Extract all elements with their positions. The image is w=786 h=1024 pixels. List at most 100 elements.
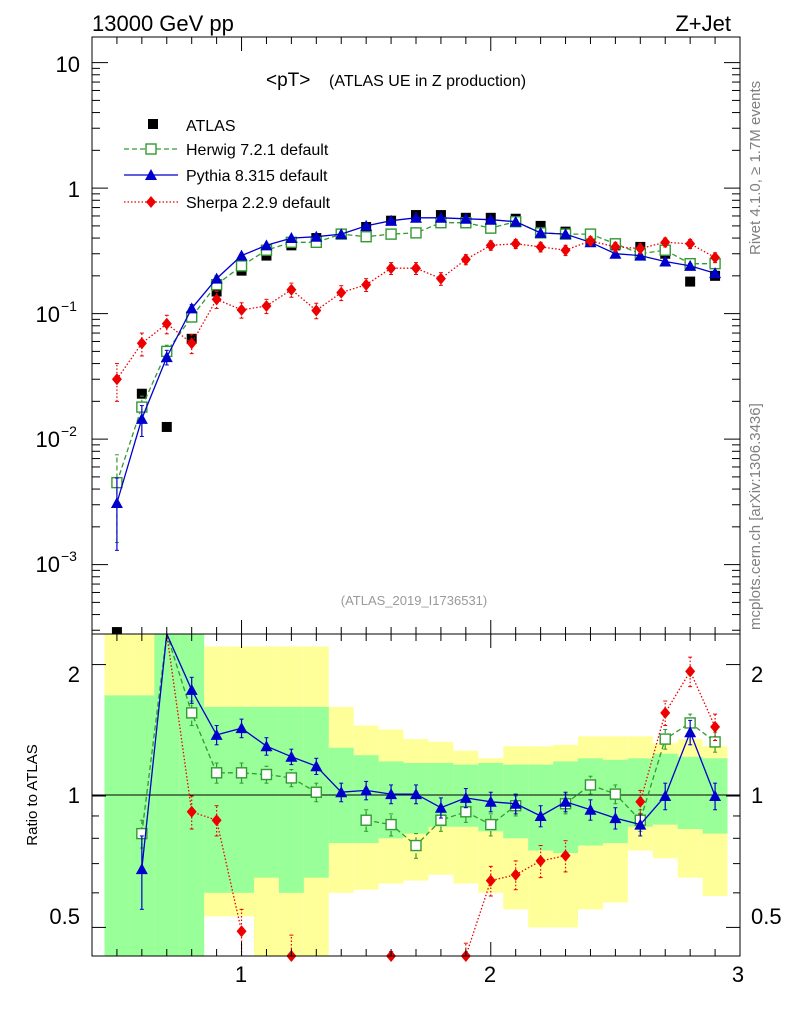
data-point-pythia (434, 801, 447, 813)
data-point-herwig (235, 767, 248, 779)
data-point-sherpa (336, 286, 347, 299)
data-point-sherpa (560, 849, 571, 862)
y-tick-label-0.1: 10 −1 (36, 298, 78, 327)
data-point-sherpa (660, 706, 671, 719)
data-point-pythia (509, 797, 522, 809)
y-tick-label-0.01-exp: −2 (61, 423, 77, 439)
data-point-pythia (310, 760, 323, 772)
data-point-pythia (659, 255, 672, 267)
data-point-sherpa (685, 237, 696, 250)
ratio-y-tick-label-right-0.5: 0.5 (751, 904, 782, 929)
ratio-y-tick-label-1: 1 (68, 783, 80, 808)
data-point-pythia (659, 789, 672, 801)
data-point-sherpa (710, 720, 721, 733)
data-point-herwig (310, 786, 323, 798)
legend-marker-pythia (145, 169, 157, 180)
source-label: mcplots.cern.ch [arXiv:1306.3436] (747, 403, 764, 630)
data-point-sherpa (186, 805, 197, 818)
legend-entry-sherpa: Sherpa 2.2.9 default (124, 195, 331, 212)
legend-entry-pythia: Pythia 8.315 default (124, 168, 328, 185)
data-point-herwig (709, 736, 721, 748)
ratio-y-axis-title: Ratio to ATLAS (24, 744, 41, 845)
data-point-atlas (111, 627, 122, 638)
legend-marker-sherpa (146, 196, 156, 208)
data-point-sherpa (236, 925, 247, 938)
series-sherpa (111, 234, 721, 402)
rivet-version-label: Rivet 4.1.0, ≥ 1.7M events (747, 81, 764, 255)
data-point-pythia (185, 302, 198, 314)
data-point-pythia (709, 789, 722, 801)
legend-label-sherpa: Sherpa 2.2.9 default (186, 195, 331, 212)
chart-title-sub: (ATLAS UE in Z production) (329, 73, 526, 90)
data-point-pythia (484, 795, 497, 807)
y-tick-label-0.001: 10 −3 (36, 548, 78, 577)
ratio-axis-ticks (92, 634, 741, 956)
data-point-sherpa (610, 240, 621, 253)
legend-entry-atlas: ATLAS (148, 118, 236, 135)
data-point-pythia (210, 728, 223, 740)
data-point-pythia (534, 809, 547, 821)
ratio-panel: 2 1 0.5 2 1 0.5 1 2 3 Ratio to ATLAS (24, 631, 782, 987)
band-inner-segment (278, 706, 304, 893)
data-point-atlas (136, 388, 147, 399)
data-point-sherpa (435, 272, 446, 285)
data-point-pythia (260, 740, 273, 752)
data-point-pythia (684, 726, 697, 738)
data-point-pythia (709, 267, 722, 279)
data-point-herwig (410, 839, 422, 852)
band-inner-segment (254, 706, 279, 878)
data-point-sherpa (311, 304, 322, 317)
data-point-atlas (161, 421, 172, 432)
data-point-sherpa (635, 795, 646, 808)
data-point-herwig (609, 788, 622, 800)
data-point-herwig (210, 767, 223, 779)
data-point-sherpa (261, 300, 272, 313)
data-point-sherpa (485, 874, 496, 887)
data-point-sherpa (710, 251, 721, 264)
data-point-sherpa (386, 262, 397, 275)
data-point-herwig (185, 707, 198, 719)
data-point-sherpa (510, 237, 521, 250)
data-point-pythia (285, 232, 298, 244)
data-point-sherpa (485, 239, 496, 252)
band-inner-segment (104, 695, 130, 956)
data-point-sherpa (510, 868, 521, 881)
data-point-pythia (459, 212, 472, 224)
data-point-sherpa (361, 278, 372, 291)
y-tick-label-0.1-exp: −1 (61, 298, 77, 314)
data-point-herwig (460, 806, 472, 818)
x-tick-label-1: 1 (235, 962, 247, 987)
legend-marker-atlas (148, 119, 158, 129)
data-point-herwig (235, 260, 248, 272)
series-line-sherpa (116, 240, 716, 380)
data-point-sherpa (286, 283, 297, 296)
legend-marker-herwig (145, 143, 157, 155)
data-point-sherpa (211, 814, 222, 827)
band-inner-segment (677, 756, 703, 830)
data-point-pythia (410, 788, 422, 800)
data-point-sherpa (411, 262, 421, 275)
y-tick-label-0.001-base: 10 (36, 552, 60, 577)
energy-label: 13000 GeV pp (92, 11, 234, 36)
data-point-pythia (285, 750, 298, 762)
data-point-herwig (285, 772, 298, 784)
band-inner-segment (129, 695, 155, 956)
data-point-pythia (584, 803, 597, 815)
data-point-sherpa (660, 236, 671, 249)
data-point-pythia (459, 791, 472, 803)
data-point-sherpa (136, 337, 147, 350)
data-point-pythia (135, 863, 148, 875)
data-point-herwig (360, 814, 372, 826)
main-axis-ticks (92, 37, 741, 634)
y-tick-label-0.1-base: 10 (36, 302, 60, 327)
data-point-atlas (685, 276, 696, 287)
y-tick-label-0.01-base: 10 (36, 427, 60, 452)
data-point-pythia (110, 496, 123, 508)
analysis-tag: (ATLAS_2019_I1736531) (341, 593, 487, 608)
data-point-herwig (260, 768, 273, 781)
data-point-pythia (509, 215, 522, 227)
data-point-pythia (534, 226, 547, 238)
data-point-sherpa (236, 303, 247, 316)
y-tick-label-1: 1 (68, 177, 80, 202)
ratio-y-tick-label-2: 2 (68, 662, 80, 687)
